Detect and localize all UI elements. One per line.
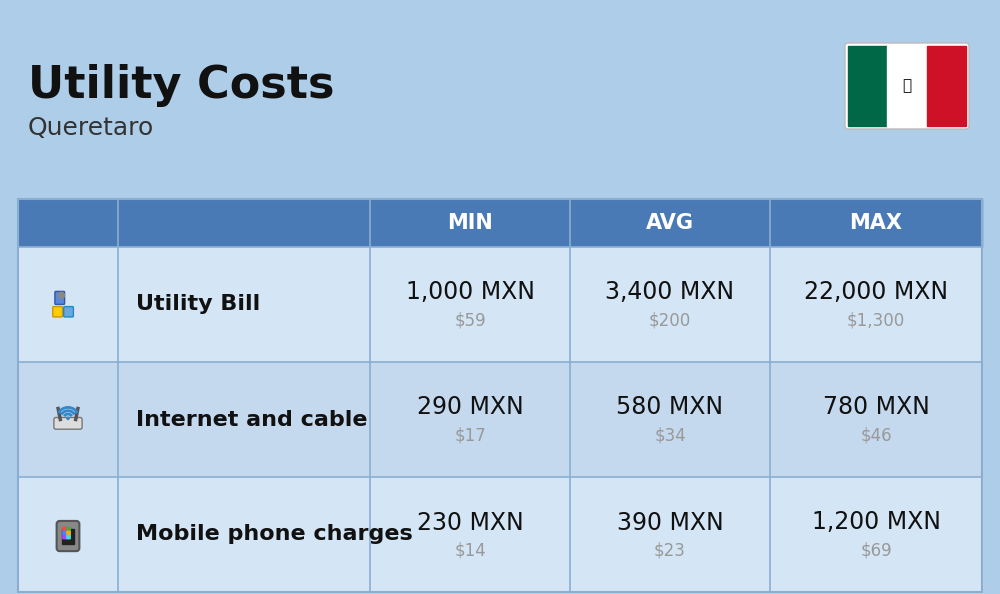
Text: $46: $46	[860, 426, 892, 444]
Text: Internet and cable: Internet and cable	[136, 409, 368, 429]
Circle shape	[67, 418, 69, 419]
FancyBboxPatch shape	[55, 292, 65, 304]
Text: $34: $34	[654, 426, 686, 444]
Text: 780 MXN: 780 MXN	[823, 396, 929, 419]
Text: $69: $69	[860, 542, 892, 560]
Bar	[18, 199, 982, 592]
Text: 580 MXN: 580 MXN	[616, 396, 724, 419]
Bar	[927, 46, 966, 126]
Text: $59: $59	[454, 311, 486, 330]
Bar	[18, 362, 982, 477]
Text: Queretaro: Queretaro	[28, 116, 154, 140]
Text: 1,000 MXN: 1,000 MXN	[406, 280, 534, 305]
Bar	[887, 46, 927, 126]
Text: $14: $14	[454, 542, 486, 560]
Text: Utility Costs: Utility Costs	[28, 64, 334, 107]
Bar	[848, 46, 887, 126]
FancyBboxPatch shape	[57, 521, 79, 551]
Text: $23: $23	[654, 542, 686, 560]
Text: $1,300: $1,300	[847, 311, 905, 330]
Text: Mobile phone charges: Mobile phone charges	[136, 525, 413, 545]
Text: MAX: MAX	[850, 213, 902, 233]
Text: 3,400 MXN: 3,400 MXN	[605, 280, 735, 305]
Text: 290 MXN: 290 MXN	[417, 396, 523, 419]
FancyBboxPatch shape	[62, 530, 67, 536]
FancyBboxPatch shape	[66, 530, 71, 536]
FancyBboxPatch shape	[66, 527, 71, 532]
FancyBboxPatch shape	[845, 43, 969, 129]
Text: 390 MXN: 390 MXN	[617, 510, 723, 535]
FancyBboxPatch shape	[62, 527, 67, 532]
Text: MIN: MIN	[447, 213, 493, 233]
Circle shape	[58, 292, 64, 298]
Bar	[18, 477, 982, 592]
FancyBboxPatch shape	[53, 307, 62, 317]
FancyBboxPatch shape	[62, 535, 67, 539]
Text: 22,000 MXN: 22,000 MXN	[804, 280, 948, 305]
FancyBboxPatch shape	[54, 418, 82, 429]
FancyBboxPatch shape	[64, 307, 73, 317]
Bar	[62, 529, 74, 544]
Text: 230 MXN: 230 MXN	[417, 510, 523, 535]
Text: 1,200 MXN: 1,200 MXN	[812, 510, 940, 535]
Text: Utility Bill: Utility Bill	[136, 295, 260, 314]
Bar	[18, 247, 982, 362]
Text: 🦅: 🦅	[902, 78, 912, 93]
Bar	[18, 199, 982, 247]
Text: $200: $200	[649, 311, 691, 330]
Text: AVG: AVG	[646, 213, 694, 233]
FancyBboxPatch shape	[66, 535, 71, 539]
Text: $17: $17	[454, 426, 486, 444]
